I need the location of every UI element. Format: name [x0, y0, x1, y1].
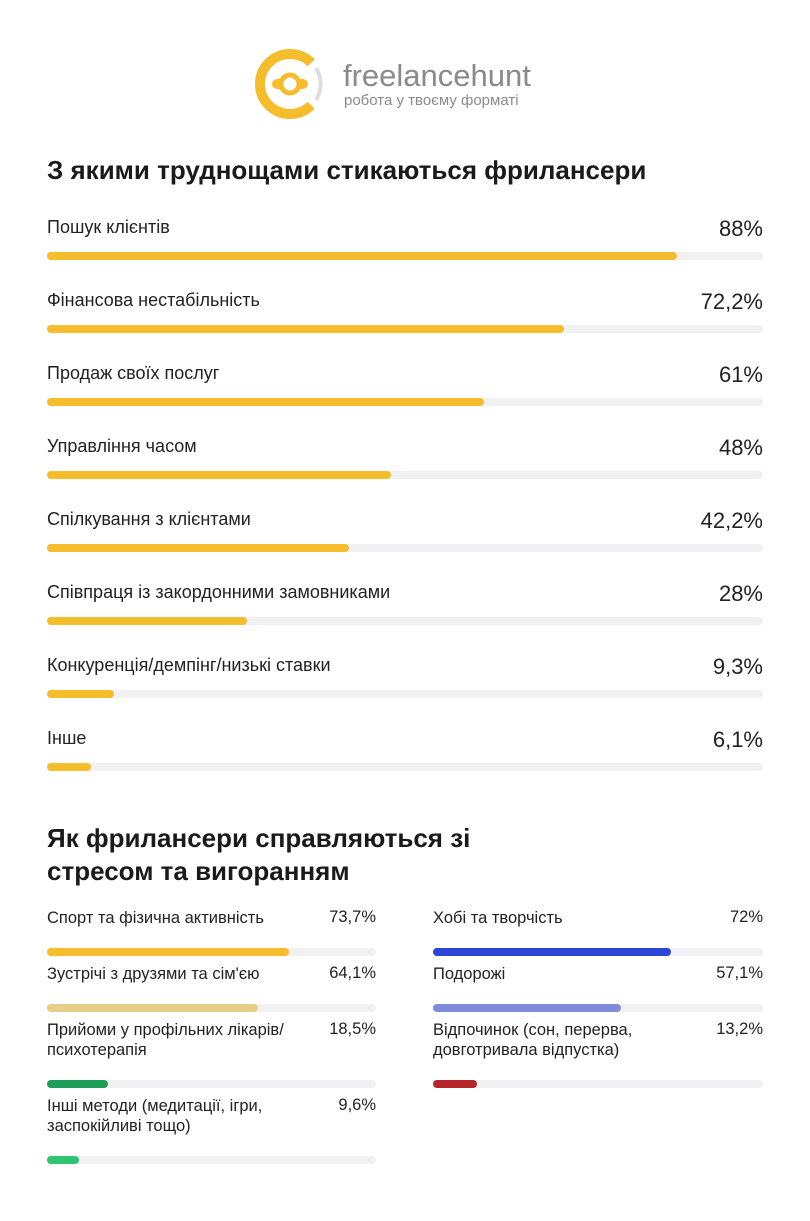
bar-row: Відпочинок (сон, перерва, довготривала в… [433, 1020, 763, 1088]
value-label: 73,7% [329, 908, 376, 926]
category-label: Конкуренція/демпінг/низькі ставки [47, 655, 331, 675]
value-label: 61% [718, 362, 763, 387]
category-label: Пошук клієнтів [47, 217, 170, 237]
bar [47, 471, 391, 479]
value-label: 9,3% [712, 654, 763, 679]
bar [433, 1080, 477, 1088]
category-label: Спілкування з клієнтами [47, 509, 251, 529]
value-label: 72% [729, 908, 763, 926]
brand: freelancehunt [343, 58, 531, 93]
bar [47, 1080, 108, 1088]
value-label: 88% [718, 216, 763, 241]
bar [47, 690, 114, 698]
tagline: робота у твоєму форматі [344, 92, 519, 109]
chart-title: Як фрилансери справляються зі стресом та… [47, 823, 471, 886]
category-label: Співпраця із закордонними замовниками [47, 582, 391, 602]
bar-row: Пошук клієнтів 88% [47, 213, 763, 286]
value-label: 18,5% [329, 1020, 376, 1038]
bar [433, 948, 671, 956]
bar-row: Управління часом 48% [47, 432, 763, 505]
bar-row: Конкуренція/демпінг/низькі ставки 9,3% [47, 651, 763, 724]
category-label: Спорт та фізична активність [47, 909, 264, 927]
category-label: Продаж своїх послуг [47, 363, 220, 383]
bar-track [433, 948, 763, 956]
bar-track [47, 1156, 376, 1164]
bar-track [47, 544, 763, 552]
bar-track [47, 1004, 376, 1012]
bar-row: Продаж своїх послуг 61% [47, 359, 763, 432]
bar [47, 1004, 258, 1012]
bar [433, 1004, 622, 1012]
value-label: 13,2% [716, 1020, 763, 1038]
bar-row: Прийоми у профільних лікарів/психотерапі… [47, 1020, 376, 1088]
category-label: Інші методи (медитації, ігри, заспокійли… [47, 1097, 263, 1135]
bar-track [47, 1080, 376, 1088]
category-label: Інше [47, 728, 87, 748]
value-label: 57,1% [716, 964, 763, 982]
bar-track [47, 325, 763, 333]
value-label: 42,2% [700, 508, 763, 533]
category-label: Відпочинок (сон, перерва, довготривала в… [433, 1021, 633, 1059]
bar-list: Пошук клієнтів 88% Фінансова нестабільніст… [47, 213, 763, 797]
bar-track [47, 763, 763, 771]
bar-track [433, 1004, 763, 1012]
bar-list: Спорт та фізична активність 73,7% Хобі та … [47, 908, 763, 1172]
value-label: 64,1% [329, 964, 376, 982]
value-label: 28% [718, 581, 763, 606]
category-label: Прийоми у профільних лікарів/психотерапі… [47, 1021, 284, 1059]
value-label: 72,2% [700, 289, 763, 314]
bar-row: Спорт та фізична активність 73,7% [47, 908, 376, 956]
bar [47, 325, 564, 333]
category-label: Управління часом [47, 436, 197, 456]
bar-row: Спілкування з клієнтами 42,2% [47, 505, 763, 578]
bar-track [433, 1080, 763, 1088]
category-label: Подорожі [433, 965, 506, 983]
logo [255, 49, 328, 119]
bar-row: Подорожі 57,1% [433, 964, 763, 1012]
bar-row: Інше 6,1% [47, 724, 763, 797]
bar-row: Хобі та творчість 72% [433, 908, 763, 956]
bar [47, 544, 350, 552]
chart-title: З якими труднощами стикаються фрилансери [47, 155, 647, 185]
bar [47, 948, 290, 956]
category-label: Хобі та творчість [433, 909, 563, 927]
bar [47, 617, 248, 625]
category-label: Фінансова нестабільність [47, 290, 260, 310]
bar-track [47, 617, 763, 625]
bar-track [47, 690, 763, 698]
bar-row: Фінансова нестабільність 72,2% [47, 286, 763, 359]
value-label: 9,6% [338, 1096, 376, 1114]
value-label: 6,1% [712, 727, 763, 752]
bar-track [47, 252, 763, 260]
bar-track [47, 398, 763, 406]
bar [47, 763, 91, 771]
category-label: Зустрічі з друзями та сім'єю [47, 965, 260, 983]
bar-row: Зустрічі з друзями та сім'єю 64,1% [47, 964, 376, 1012]
bar-row: Інші методи (медитації, ігри, заспокійли… [47, 1096, 376, 1164]
value-label: 48% [718, 435, 763, 460]
bar-row: Співпраця із закордонними замовниками 28% [47, 578, 763, 651]
bar [47, 398, 484, 406]
bar [47, 1156, 79, 1164]
bar [47, 252, 678, 260]
bar-track [47, 948, 376, 956]
bar-track [47, 471, 763, 479]
